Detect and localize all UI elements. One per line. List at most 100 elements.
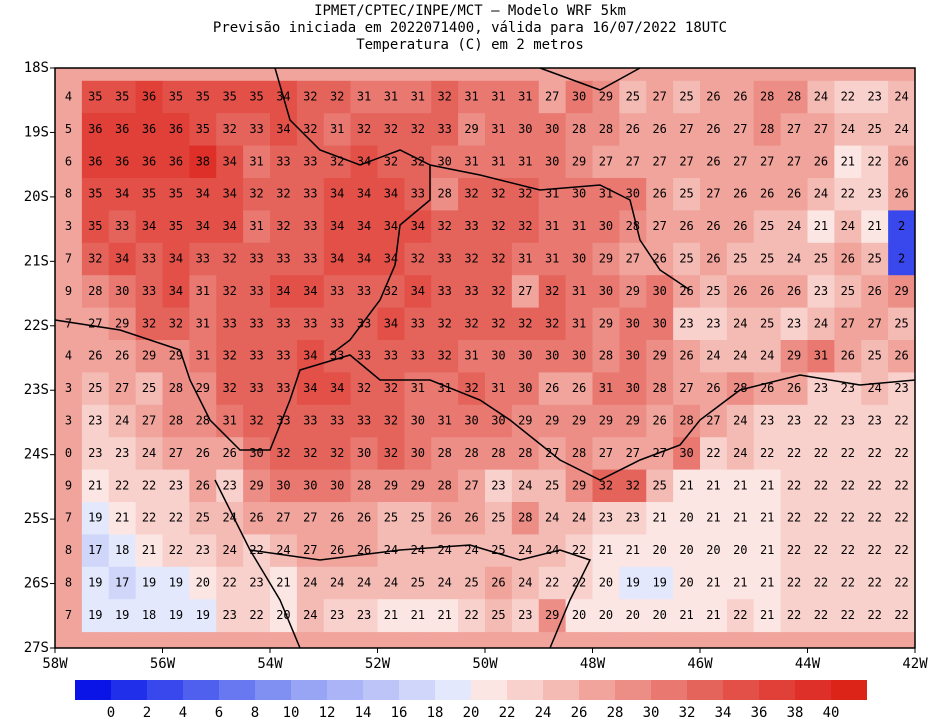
temp-cell bbox=[350, 275, 378, 309]
temp-label: 31 bbox=[437, 414, 451, 428]
temp-label: 19 bbox=[169, 608, 183, 622]
temp-label: 22 bbox=[814, 543, 828, 557]
temp-label: 36 bbox=[169, 154, 183, 168]
temp-label: 7 bbox=[65, 608, 72, 622]
temp-label: 34 bbox=[222, 187, 236, 201]
temp-label: 34 bbox=[222, 219, 236, 233]
temp-cell bbox=[162, 534, 190, 568]
temp-label: 30 bbox=[545, 154, 559, 168]
temp-label: 23 bbox=[867, 90, 881, 104]
state-border bbox=[54, 319, 916, 481]
temp-label: 3 bbox=[65, 414, 72, 428]
temp-label: 21 bbox=[706, 608, 720, 622]
temp-label: 31 bbox=[249, 154, 263, 168]
temp-cell bbox=[780, 599, 808, 633]
temp-cell bbox=[592, 307, 620, 341]
temp-cell bbox=[431, 178, 459, 211]
temp-cell bbox=[538, 307, 567, 341]
temp-cell bbox=[753, 275, 782, 309]
temp-label: 31 bbox=[384, 90, 398, 104]
lat-tick-label: 18S bbox=[24, 60, 49, 76]
temp-cell bbox=[135, 534, 163, 568]
temp-cell bbox=[485, 469, 513, 503]
temp-cell bbox=[296, 599, 325, 633]
title-line: IPMET/CPTEC/INPE/MCT – Modelo WRF 5km bbox=[314, 3, 626, 19]
temp-label: 26 bbox=[652, 187, 666, 201]
temp-label: 21 bbox=[626, 543, 640, 557]
temp-cell bbox=[538, 113, 567, 147]
temp-cell bbox=[296, 566, 325, 600]
temp-cell bbox=[807, 80, 835, 114]
temp-cell bbox=[135, 242, 163, 276]
temp-cell bbox=[296, 307, 325, 341]
temp-cell bbox=[861, 242, 889, 276]
temp-cell bbox=[780, 534, 808, 568]
temp-label: 34 bbox=[303, 284, 317, 298]
temp-label: 32 bbox=[222, 252, 236, 266]
temp-cell bbox=[511, 210, 540, 244]
temp-label: 29 bbox=[572, 478, 586, 492]
temp-label: 28 bbox=[357, 478, 371, 492]
temp-cell bbox=[592, 210, 620, 244]
temp-label: 21 bbox=[706, 576, 720, 590]
temp-cell bbox=[323, 599, 352, 633]
temp-cell bbox=[807, 178, 835, 211]
temp-cell bbox=[888, 437, 916, 471]
temp-cell bbox=[431, 80, 459, 114]
temp-label: 30 bbox=[357, 446, 371, 460]
lon-tick-label: 52W bbox=[365, 656, 391, 672]
colorbar-label: 36 bbox=[751, 705, 768, 721]
temp-label: 22 bbox=[115, 478, 129, 492]
temp-cell bbox=[189, 210, 217, 244]
temp-cell bbox=[189, 307, 217, 341]
temp-cell bbox=[673, 534, 701, 568]
temp-label: 28 bbox=[572, 122, 586, 136]
temp-cell bbox=[377, 502, 405, 535]
lon-tick-label: 48W bbox=[580, 656, 606, 672]
temp-label: 26 bbox=[706, 252, 720, 266]
colorbar-label: 16 bbox=[391, 705, 408, 721]
temp-label: 33 bbox=[437, 122, 451, 136]
temp-cell bbox=[270, 307, 298, 341]
temp-label: 24 bbox=[545, 511, 559, 525]
temp-label: 26 bbox=[706, 154, 720, 168]
temp-label: 20 bbox=[733, 543, 747, 557]
temp-label: 38 bbox=[196, 154, 210, 168]
temp-cell bbox=[404, 210, 432, 244]
state-border bbox=[539, 67, 641, 91]
temp-cell bbox=[673, 113, 701, 147]
temp-label: 21 bbox=[814, 219, 828, 233]
temp-cell bbox=[81, 275, 110, 309]
temp-label: 33 bbox=[276, 154, 290, 168]
temp-label: 26 bbox=[760, 284, 774, 298]
temp-cell bbox=[216, 145, 244, 179]
temp-label: 21 bbox=[115, 511, 129, 525]
temp-label: 32 bbox=[545, 316, 559, 330]
temp-label: 28 bbox=[599, 122, 613, 136]
temp-label: 17 bbox=[115, 576, 129, 590]
temp-label: 22 bbox=[894, 608, 908, 622]
colorbar-label: 18 bbox=[427, 705, 444, 721]
temp-label: 31 bbox=[249, 219, 263, 233]
temp-cell bbox=[753, 437, 782, 471]
temp-label: 32 bbox=[303, 446, 317, 460]
temp-cell bbox=[646, 340, 674, 373]
temp-label: 34 bbox=[411, 284, 425, 298]
temp-label: 32 bbox=[464, 316, 478, 330]
temp-label: 22 bbox=[867, 543, 881, 557]
temp-cell bbox=[834, 566, 862, 600]
temp-cell bbox=[861, 307, 889, 341]
temp-label: 32 bbox=[437, 349, 451, 363]
temp-label: 25 bbox=[867, 349, 881, 363]
temp-cell bbox=[243, 178, 271, 211]
temp-label: 26 bbox=[787, 187, 801, 201]
temp-cell bbox=[538, 340, 567, 373]
temp-label: 21 bbox=[841, 154, 855, 168]
temp-label: 2 bbox=[898, 219, 905, 233]
temp-label: 31 bbox=[572, 316, 586, 330]
temp-cell bbox=[485, 404, 513, 438]
temp-cell bbox=[404, 178, 432, 211]
temp-label: 22 bbox=[787, 543, 801, 557]
temp-label: 20 bbox=[572, 608, 586, 622]
temp-cell bbox=[592, 566, 620, 600]
